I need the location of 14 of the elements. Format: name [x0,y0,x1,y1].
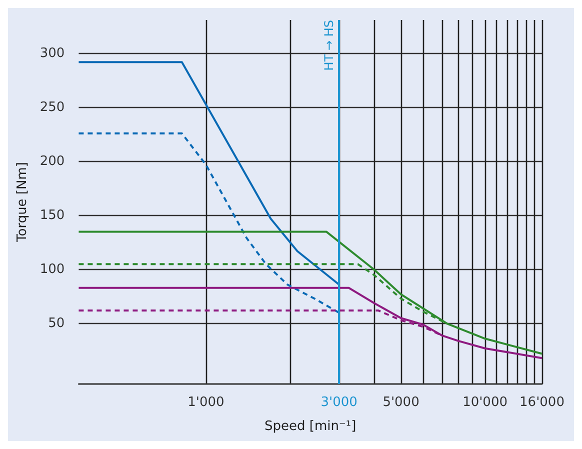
y-tick-label: 50 [48,316,65,332]
x-tick-label: 1'000 [188,395,224,410]
y-tick-label: 250 [40,100,65,115]
y-axis-title: Torque [Nm] [15,162,30,243]
ref-line-label: HT → HS [322,20,336,71]
x-tick-label: 10'000 [462,395,508,410]
x-tick-label: 3'000 [320,395,358,410]
x-tick-label: 5'000 [382,395,420,410]
y-tick-label: 300 [40,46,65,61]
y-tick-label: 200 [40,154,65,169]
y-tick-label: 150 [40,208,65,223]
x-axis-title: Speed [min⁻¹] [264,419,356,434]
x-tick-label: 16'000 [520,395,564,410]
y-tick-label: 100 [40,262,65,278]
